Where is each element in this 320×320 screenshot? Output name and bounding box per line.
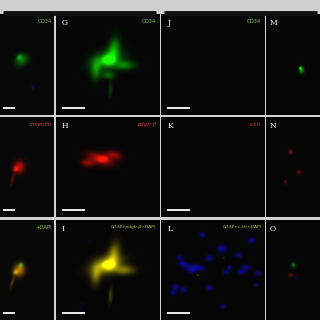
Text: N: N [269, 122, 276, 130]
Text: CD34: CD34 [142, 20, 156, 24]
Text: CD34: CD34 [38, 20, 52, 24]
Text: CD34: CD34 [247, 20, 261, 24]
Text: O: O [269, 225, 276, 233]
Text: H: H [62, 122, 68, 130]
Text: K: K [167, 122, 173, 130]
Text: +DAPI: +DAPI [36, 225, 52, 230]
Text: c-kit: c-kit [250, 122, 261, 127]
Text: G: G [62, 20, 68, 28]
Text: J: J [167, 20, 170, 28]
Text: CD34+pdgfr-β+DAPI: CD34+pdgfr-β+DAPI [111, 225, 156, 229]
Text: I: I [62, 225, 65, 233]
Text: CD34+c-kit+DAPI: CD34+c-kit+DAPI [222, 225, 261, 229]
Text: vimentin: vimentin [29, 122, 52, 127]
Text: M: M [269, 20, 277, 28]
Text: L: L [167, 225, 172, 233]
Text: pdgfr-β: pdgfr-β [137, 122, 156, 127]
